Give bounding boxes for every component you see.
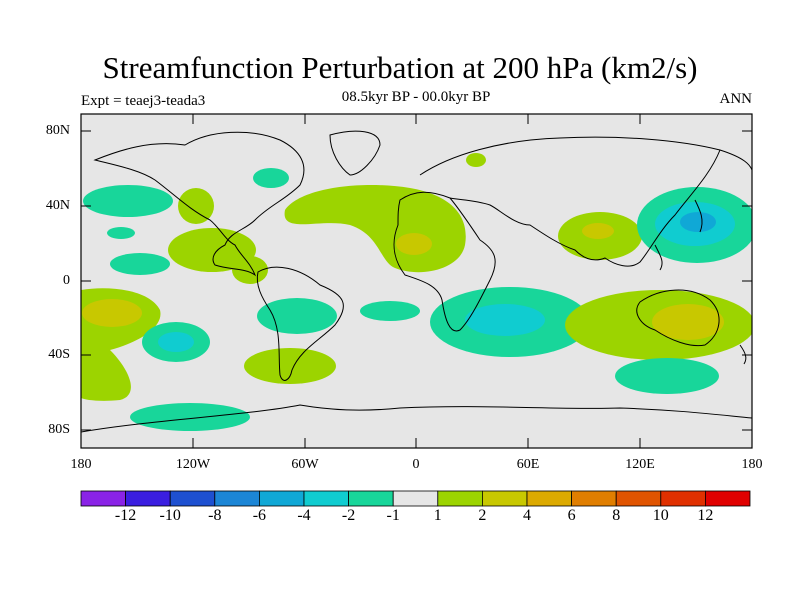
contour-fills [81, 153, 752, 431]
colorbar-swatch [660, 490, 706, 507]
colorbar-swatch [437, 490, 483, 507]
chart-title: Streamfunction Perturbation at 200 hPa (… [102, 50, 698, 85]
colorbar-label: 8 [612, 507, 621, 524]
colorbar-swatch [526, 490, 572, 507]
contour-aus-pos2 [652, 304, 724, 340]
contour-sam-pos [244, 348, 336, 384]
contour-greenland-pos [466, 153, 486, 167]
lon-label-0: 0 [412, 457, 420, 472]
contour-sam-neg [257, 298, 337, 334]
colorbar-swatch [125, 490, 171, 507]
contour-so-neg2 [130, 403, 250, 431]
contour-epac-neg [83, 185, 173, 217]
contour-spac-pos2 [82, 299, 142, 327]
colorbar-label: 4 [523, 507, 531, 524]
colorbar-swatch [258, 490, 305, 507]
colorbar-swatch [571, 490, 617, 507]
experiment-label: Expt = teaej3-teada3 [81, 93, 206, 109]
colorbar-swatch [169, 490, 216, 507]
colorbar-label: -4 [297, 507, 311, 524]
lon-label-180w: 180 [70, 457, 92, 472]
colorbar-label: -8 [208, 507, 222, 524]
colorbar-swatch [615, 490, 662, 507]
contour-npac-neg3 [680, 212, 716, 232]
contour-safr-neg2 [465, 304, 545, 336]
colorbar-swatch [348, 490, 394, 507]
colorbar-label: -10 [159, 507, 181, 524]
contour-spac-neg2 [158, 332, 194, 352]
colorbar-label: -12 [114, 507, 137, 524]
lon-label-60w: 60W [291, 457, 319, 472]
lat-label-40s: 40S [48, 347, 70, 362]
colorbar-swatch [481, 490, 528, 507]
coastlines [81, 130, 752, 433]
lat-label-80s: 80S [48, 422, 70, 437]
colorbar [80, 490, 751, 507]
lon-label-60e: 60E [516, 457, 540, 472]
lat-label-40n: 40N [45, 198, 70, 213]
map-background [81, 114, 752, 448]
colorbar-label: -2 [341, 507, 356, 524]
colorbar-swatch [303, 490, 349, 507]
lon-label-120e: 120E [625, 457, 655, 472]
lat-label-0: 0 [63, 273, 70, 288]
colorbar-swatch [214, 490, 260, 507]
contour-africa-pos2 [396, 233, 432, 255]
lon-label-120w: 120W [175, 457, 211, 472]
contour-america-pos [168, 228, 256, 272]
contour-gulf-neg [107, 227, 135, 239]
colorbar-label: 10 [652, 507, 669, 524]
lat-label-80n: 80N [45, 123, 70, 138]
contour-caribbean-pos [232, 256, 268, 284]
colorbar-swatch [80, 490, 126, 507]
colorbar-swatch [392, 490, 439, 507]
colorbar-label: 1 [433, 507, 442, 524]
contour-mexico-pos [178, 188, 214, 224]
contour-asia-pos2 [582, 223, 614, 239]
colorbar-label: 6 [567, 507, 576, 524]
period-label: 08.5kyr BP - 00.0kyr BP [341, 89, 491, 105]
colorbar-label: -6 [252, 507, 267, 524]
colorbar-label: 12 [697, 507, 714, 524]
contour-arctic-neg [253, 168, 289, 188]
contour-so-neg [615, 358, 719, 394]
colorbar-label: -1 [386, 507, 400, 524]
contour-ep2-neg [110, 253, 170, 275]
lon-label-180e: 180 [741, 457, 763, 472]
tick-marks [81, 114, 752, 448]
contour-satl-neg [360, 301, 420, 321]
colorbar-swatch [705, 490, 751, 507]
season-label: ANN [719, 91, 753, 107]
colorbar-label: 2 [478, 507, 487, 524]
